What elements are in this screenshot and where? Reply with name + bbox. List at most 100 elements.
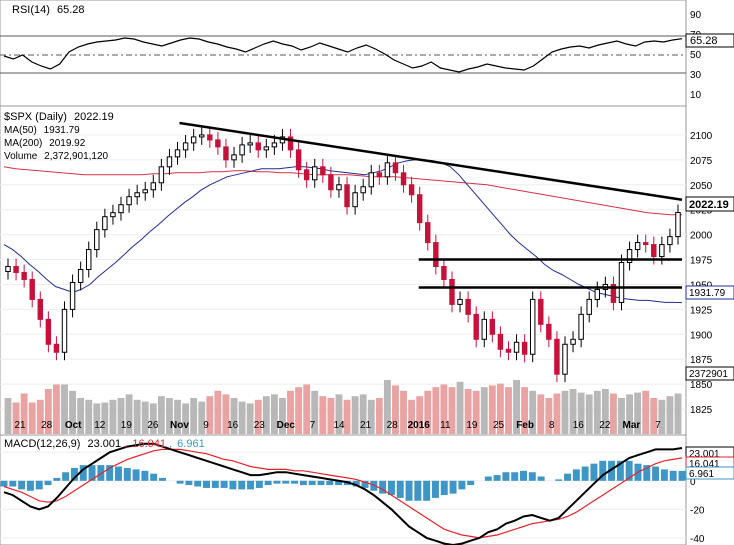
- volume-bar: [383, 380, 391, 434]
- candle: [182, 142, 189, 151]
- price-title: $SPX (Daily) 2022.19: [4, 111, 114, 123]
- macd-histogram-bar: [35, 480, 43, 490]
- volume-bar: [666, 396, 674, 434]
- volume-bar: [496, 383, 504, 434]
- candle: [449, 278, 455, 305]
- volume-bar: [642, 390, 650, 434]
- volume-bar: [505, 387, 512, 434]
- candle: [481, 318, 487, 340]
- volume-bar: [626, 394, 633, 434]
- macd-histogram-bar: [423, 480, 431, 501]
- last-price-label: 2022.19: [689, 199, 729, 211]
- volume-bar: [93, 403, 101, 434]
- rsi-tick-label: 90: [690, 10, 702, 21]
- volume-bar: [12, 402, 20, 434]
- volume-bar: [20, 393, 28, 434]
- rsi-value-box: [685, 33, 734, 48]
- macd-histogram-bar: [555, 479, 563, 481]
- macd-histogram-bar: [537, 476, 545, 481]
- macd-histogram-bar: [97, 465, 105, 481]
- price-tick-label: 1850: [690, 380, 713, 391]
- candle: [328, 174, 334, 191]
- volume-bar: [650, 398, 658, 434]
- candle: [142, 189, 148, 194]
- candle: [610, 283, 617, 303]
- volume-bar: [109, 399, 117, 434]
- candle: [586, 298, 592, 315]
- macd-histogram-bar: [132, 469, 140, 481]
- candle: [190, 136, 197, 144]
- volume-bar: [125, 394, 133, 434]
- volume-bar: [190, 398, 198, 434]
- candle: [312, 166, 318, 181]
- x-axis-label: 23: [254, 420, 266, 431]
- candle: [505, 348, 512, 353]
- candle: [150, 182, 157, 191]
- volume-bar: [359, 394, 367, 434]
- candle: [457, 298, 463, 305]
- macd-histogram-bar: [44, 480, 52, 486]
- x-axis-label: Dec: [277, 420, 296, 431]
- candle: [5, 266, 11, 273]
- macd-histogram-bar: [150, 473, 158, 481]
- volume-bar: [577, 392, 585, 434]
- macd-histogram-bar: [484, 476, 492, 481]
- ma50-value-box: [685, 285, 734, 300]
- candle: [134, 192, 140, 198]
- price-tick-label: 1825: [690, 405, 713, 416]
- macd-panel: [0, 434, 687, 545]
- price-tick-label: 1975: [690, 256, 713, 267]
- rsi-tick-label: 10: [690, 90, 702, 101]
- candle: [465, 298, 471, 315]
- price-tick-label: 2100: [690, 131, 713, 142]
- x-axis-label: 25: [493, 420, 505, 431]
- macd-histogram-bar: [502, 472, 510, 481]
- macd-histogram-bar: [114, 466, 122, 481]
- macd-value-label: 23.001: [689, 449, 720, 460]
- volume-bar: [634, 392, 642, 434]
- macd-histogram-bar: [511, 472, 519, 481]
- hist-value-box: [685, 466, 734, 480]
- volume-bar: [4, 398, 12, 434]
- x-axis-label: Oct: [65, 420, 82, 431]
- macd-histogram-bar: [141, 470, 149, 481]
- macd-histogram-bar: [326, 480, 334, 486]
- volume-bar: [44, 389, 52, 434]
- candle: [400, 172, 407, 186]
- candle: [578, 313, 584, 340]
- volume-bar: [593, 390, 601, 434]
- macd-histogram-bar: [53, 477, 61, 481]
- macd-histogram-bar: [79, 465, 87, 481]
- volume-bar: [254, 399, 262, 434]
- macd-histogram-bar: [308, 480, 316, 486]
- macd-histogram-bar: [176, 480, 184, 484]
- macd-histogram-bar: [370, 480, 378, 491]
- volume-bar: [529, 390, 537, 434]
- ma50-legend: MA(50) 1931.79: [4, 125, 80, 136]
- candle: [102, 216, 108, 231]
- candle: [416, 194, 423, 224]
- candle: [392, 162, 399, 174]
- candle: [441, 266, 447, 280]
- volume-bar: [375, 398, 383, 434]
- volume-bar: [182, 403, 190, 434]
- macd-histogram-bar: [185, 480, 193, 486]
- candle: [247, 142, 253, 146]
- candle: [529, 298, 536, 355]
- macd-title: MACD(12,26,9) 23.001 , 16.041 , 6.961: [4, 438, 205, 450]
- macd-histogram-bar: [458, 480, 466, 490]
- volume-bar: [61, 384, 68, 434]
- candle: [546, 323, 552, 340]
- volume-bar: [601, 389, 609, 434]
- x-axis-label: 22: [599, 420, 611, 431]
- candle: [118, 204, 124, 214]
- volume-bar: [157, 396, 165, 434]
- candle: [626, 249, 633, 264]
- volume-bar: [133, 399, 141, 434]
- macd-histogram-bar: [282, 480, 290, 484]
- macd-histogram-bar: [211, 480, 219, 488]
- volume-bar: [569, 389, 577, 434]
- volume-bar: [561, 390, 569, 434]
- candle: [513, 341, 520, 353]
- candle: [554, 338, 560, 375]
